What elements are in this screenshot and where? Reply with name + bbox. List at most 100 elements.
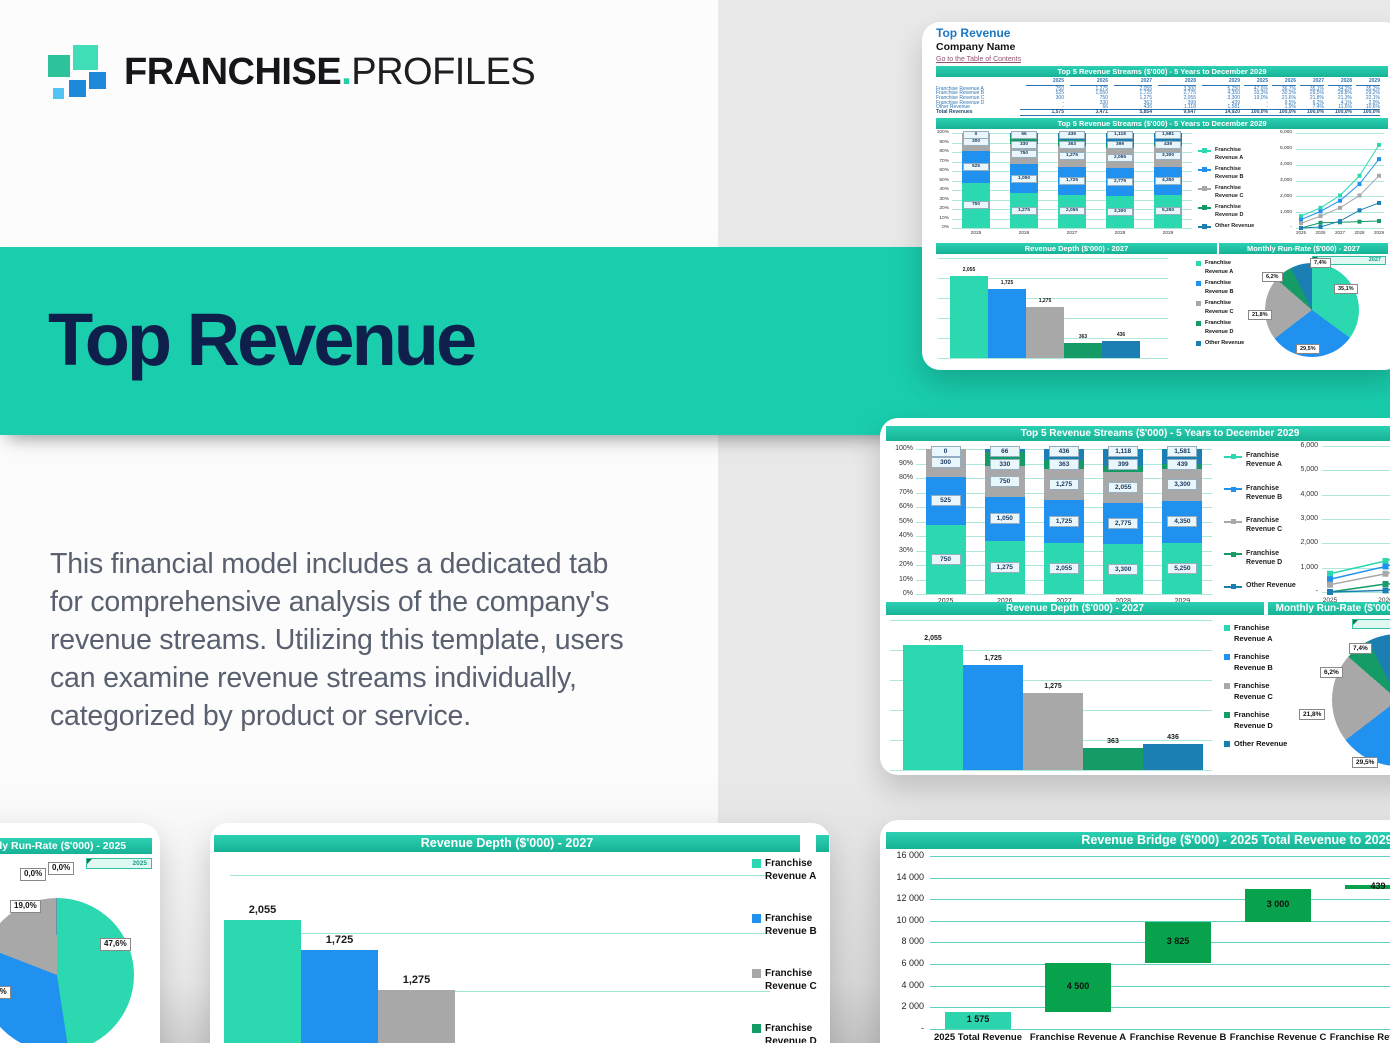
table-cell: 5,250 — [1227, 85, 1240, 92]
chart-header: Revenue Depth ($'000) - 2027 — [936, 243, 1217, 254]
grid-line — [930, 877, 1390, 879]
value-label: 750 — [989, 475, 1020, 487]
value-label: 330 — [989, 458, 1020, 470]
axis-label: 6 000 — [901, 958, 924, 969]
legend-label: Revenue D — [1234, 720, 1273, 730]
legend-swatch — [752, 859, 761, 868]
legend-swatch — [1224, 712, 1230, 718]
grid-line — [1322, 519, 1390, 520]
value-label: 1 575 — [966, 1013, 990, 1024]
table-cell: 21,3% — [1337, 94, 1352, 101]
legend-label: Revenue B — [765, 926, 817, 937]
line-marker — [1327, 570, 1333, 577]
axis-label: 5,000 — [1279, 146, 1292, 152]
table-cell: 330 — [1099, 99, 1108, 106]
axis-label: 30% — [898, 546, 913, 554]
legend-label: Franchise — [1246, 452, 1280, 459]
table-col-header: 2028 — [1158, 78, 1196, 86]
grid-line — [938, 278, 1168, 279]
legend-label: Revenue A — [1215, 154, 1244, 161]
axis-label: 90% — [939, 139, 949, 145]
grid-line — [230, 991, 770, 992]
table-row-label: Total Revenues — [936, 109, 973, 115]
axis-label: 70% — [898, 488, 913, 496]
axis-label: 6,000 — [1279, 130, 1292, 136]
axis-label: 20% — [939, 206, 949, 212]
grid-line — [916, 594, 1212, 595]
table-row-label: Franchise Revenue A — [936, 85, 984, 92]
legend-label: Franchise — [1234, 652, 1270, 661]
chart-header: Revenue Depth ($'000) - 2027 — [886, 602, 1264, 615]
table-cell: 28,8% — [1337, 90, 1352, 97]
bar — [378, 990, 455, 1043]
bar — [1145, 921, 1211, 964]
grid-line — [1296, 180, 1384, 182]
table-cell: 9,647 — [1183, 109, 1196, 115]
axis-label: 4 000 — [901, 979, 924, 990]
value-label: 436 — [1167, 733, 1179, 741]
value-label: 363 — [1049, 458, 1079, 470]
grid-line — [930, 856, 1390, 857]
axis-label: 2025 Total Revenue — [933, 1032, 1022, 1043]
axis-label: 40% — [898, 532, 913, 540]
table-col-header: 2025 — [1026, 78, 1064, 86]
table-cell: 4,1% — [1340, 99, 1352, 106]
value-label: 0 — [930, 445, 961, 457]
value-label: 525 — [963, 162, 989, 171]
line-marker — [1327, 581, 1333, 588]
axis-label: 3,000 — [1300, 515, 1318, 523]
axis-label: 1,000 — [1300, 563, 1318, 571]
line-marker — [1299, 214, 1303, 219]
value-label: 1,275 — [1038, 298, 1052, 304]
value-label: 2,055 — [924, 635, 942, 643]
axis-label: 50% — [939, 177, 949, 183]
grid-line — [1296, 148, 1384, 150]
chart-header: Revenue Depth ($'000) - 2027 — [214, 835, 800, 852]
legend-line-icon — [1198, 167, 1211, 173]
axis-label: 8 000 — [901, 936, 924, 947]
axis-label: 60% — [898, 503, 913, 511]
table-col-header: 2028 — [1328, 78, 1352, 86]
table-cell: 1,725 — [1139, 90, 1152, 97]
legend-line-icon — [1224, 486, 1242, 492]
axis-label: 6,000 — [1300, 442, 1318, 450]
value-label: 2,055 — [248, 904, 277, 917]
bar-segment — [1010, 134, 1038, 144]
axis-label: 50% — [898, 517, 913, 525]
grid-line — [938, 298, 1168, 299]
legend-label: Revenue B — [1246, 493, 1283, 501]
axis-label: - — [1315, 588, 1318, 596]
table-col-header: 2026 — [1070, 78, 1108, 86]
year-selector-2027[interactable]: 2027 — [1352, 619, 1390, 629]
legend-label: Revenue D — [1205, 328, 1234, 335]
axis-label: 2027 — [1032, 598, 1096, 606]
line-marker — [1338, 193, 1342, 198]
legend-label: Franchise — [1215, 185, 1241, 191]
axis-label: 2028 — [1354, 230, 1365, 235]
chart-header: Top 5 Revenue Streams ($'000) - 5 Years … — [886, 426, 1390, 441]
value-label: 1,725 — [1000, 280, 1014, 286]
year-selector-2025[interactable]: 2025 — [86, 858, 152, 869]
bar — [1143, 743, 1203, 770]
value-label: 3,300 — [1155, 152, 1181, 161]
table-cell: 100,0% — [1307, 109, 1324, 115]
axis-label: 30% — [939, 196, 949, 202]
legend-label: Franchise — [1234, 710, 1270, 719]
table-cell: 100,0% — [1335, 109, 1352, 115]
table-of-contents-link[interactable]: Go to the Table of Contents — [936, 56, 1022, 63]
axis-label: 2029 — [1150, 598, 1214, 606]
value-label: 750 — [963, 201, 989, 210]
table-cell: 2,055 — [1183, 94, 1196, 101]
value-label: 2,775 — [1108, 518, 1139, 530]
line-marker — [1377, 219, 1381, 224]
bar — [988, 289, 1026, 358]
legend-line-icon — [1198, 148, 1211, 154]
axis-label: Franchise Revenue D — [1329, 1032, 1390, 1043]
axis-label: 2026 — [1018, 231, 1030, 236]
sheet-title: Top Revenue — [936, 26, 1011, 40]
bar — [1026, 307, 1064, 358]
axis-label: 2,000 — [1279, 193, 1292, 199]
line-series — [1329, 588, 1390, 593]
table-cell: 3,471 — [1095, 109, 1108, 115]
pie-label: 21,8% — [1299, 709, 1326, 721]
